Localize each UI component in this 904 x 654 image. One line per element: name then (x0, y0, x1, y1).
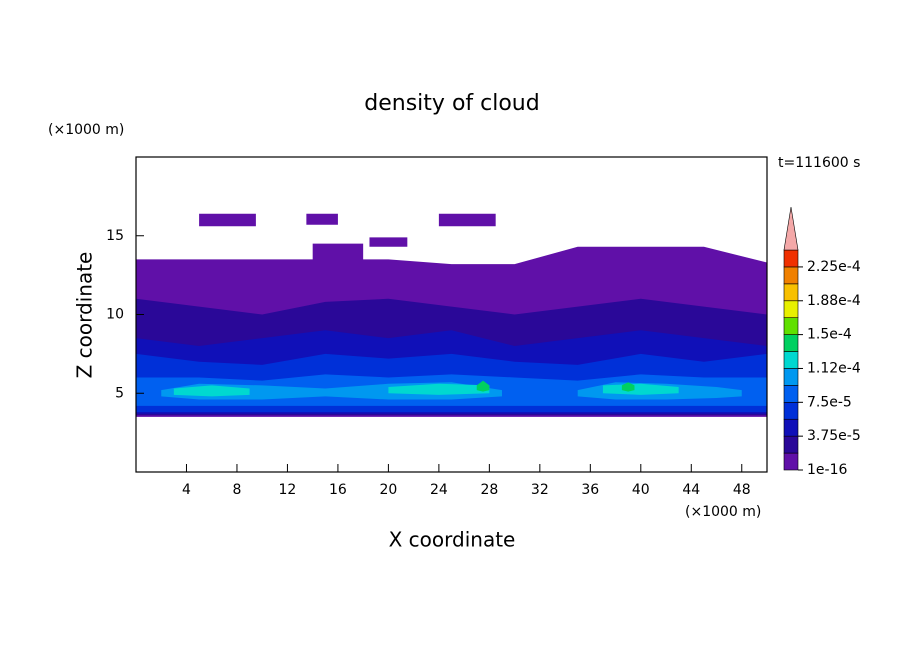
contour-region (476, 380, 490, 392)
colorbar-box (783, 402, 799, 420)
x-tick-label: 36 (581, 482, 599, 498)
x-tick-label: 8 (232, 482, 241, 498)
colorbar-tick-label: 2.25e-4 (807, 259, 861, 275)
x-tick-label: 24 (430, 482, 448, 498)
contour-region (438, 213, 496, 227)
colorbar-box (783, 435, 799, 454)
contour-region (173, 385, 250, 397)
chart-title: density of cloud (364, 91, 539, 116)
y-tick-label: 5 (115, 385, 124, 401)
x-tick-label: 40 (632, 482, 650, 498)
x-tick-label: 16 (329, 482, 347, 498)
contour-region (199, 213, 256, 227)
colorbar-box (783, 418, 799, 437)
contour-region (621, 382, 635, 392)
x-axis-label: X coordinate (389, 528, 516, 552)
x-tick-label: 28 (480, 482, 498, 498)
colorbar-box (783, 249, 799, 268)
x-tick-label: 44 (682, 482, 700, 498)
x-tick-label: 32 (531, 482, 549, 498)
y-axis-label: Z coordinate (73, 252, 97, 379)
colorbar-over (783, 206, 799, 251)
colorbar-box (783, 351, 799, 369)
contour-region (388, 383, 490, 395)
y-unit: (×1000 m) (48, 122, 124, 138)
colorbar-tick-label: 1.5e-4 (807, 327, 852, 343)
colorbar-box (783, 317, 799, 335)
colorbar-box (783, 300, 799, 318)
contour-region (312, 243, 364, 265)
time-annotation: t=111600 s (778, 155, 860, 171)
x-tick-label: 12 (279, 482, 297, 498)
x-tick-label: 48 (733, 482, 751, 498)
colorbar-box (783, 452, 799, 471)
x-tick-label: 4 (182, 482, 191, 498)
contour-region (369, 237, 408, 247)
y-tick-label: 15 (106, 228, 124, 244)
x-tick-label: 20 (379, 482, 397, 498)
colorbar-tick-label: 1.88e-4 (807, 293, 861, 309)
colorbar-tick-label: 1e-16 (807, 462, 847, 478)
contour-region (306, 213, 338, 225)
colorbar-tick-label: 7.5e-5 (807, 394, 852, 410)
colorbar-tick-label: 3.75e-5 (807, 428, 861, 444)
colorbar-box (783, 266, 799, 285)
colorbar-tick-label: 1.12e-4 (807, 360, 861, 376)
colorbar-box (783, 283, 799, 302)
contour-field (136, 213, 767, 417)
y-tick-label: 10 (106, 307, 124, 323)
x-unit: (×1000 m) (685, 504, 761, 520)
colorbar-box (783, 368, 799, 386)
colorbar-box (783, 334, 799, 352)
colorbar-box (783, 385, 799, 403)
